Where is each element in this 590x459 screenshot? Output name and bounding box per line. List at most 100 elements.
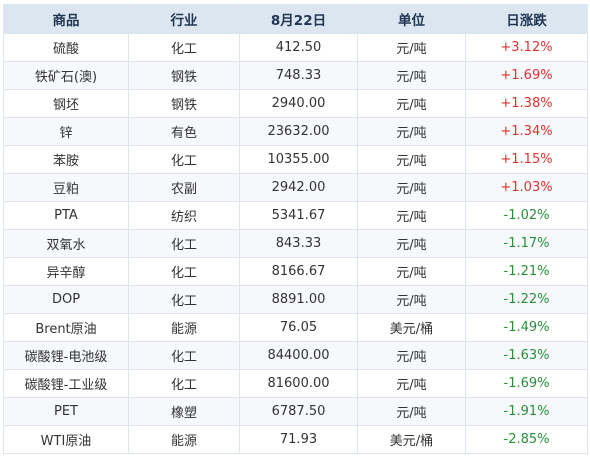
cell-industry: 橡塑 xyxy=(128,397,240,426)
cell-commodity: 碳酸锂-工业级 xyxy=(3,369,129,398)
table-row: 苯胺 化工 10355.00 元/吨 +1.15% xyxy=(3,145,588,174)
cell-daily-change: -1.91% xyxy=(465,397,588,426)
cell-unit: 元/吨 xyxy=(357,89,466,118)
cell-unit: 元/吨 xyxy=(357,285,466,314)
cell-price: 8166.67 xyxy=(239,257,358,286)
cell-industry: 化工 xyxy=(128,341,240,370)
table-row: WTI原油 能源 71.93 美元/桶 -2.85% xyxy=(3,425,588,454)
cell-price: 412.50 xyxy=(239,33,358,62)
cell-daily-change: -1.02% xyxy=(465,201,588,230)
cell-commodity: Brent原油 xyxy=(3,313,129,342)
cell-unit: 美元/桶 xyxy=(357,425,466,454)
cell-price: 10355.00 xyxy=(239,145,358,174)
cell-price: 2940.00 xyxy=(239,89,358,118)
cell-industry: 有色 xyxy=(128,117,240,146)
cell-daily-change: -1.21% xyxy=(465,257,588,286)
cell-daily-change: -1.69% xyxy=(465,369,588,398)
column-header-unit: 单位 xyxy=(357,4,466,34)
cell-daily-change: +3.12% xyxy=(465,33,588,62)
cell-industry: 化工 xyxy=(128,257,240,286)
cell-industry: 化工 xyxy=(128,369,240,398)
cell-commodity: 碳酸锂-电池级 xyxy=(3,341,129,370)
cell-commodity: PTA xyxy=(3,201,129,230)
cell-unit: 元/吨 xyxy=(357,257,466,286)
cell-commodity: 双氧水 xyxy=(3,229,129,258)
table-row: 铁矿石(澳) 钢铁 748.33 元/吨 +1.69% xyxy=(3,61,588,90)
table-row: 碳酸锂-电池级 化工 84400.00 元/吨 -1.63% xyxy=(3,341,588,370)
cell-daily-change: +1.03% xyxy=(465,173,588,202)
header-row: 商品 行业 8月22日 单位 日涨跌 xyxy=(3,4,588,34)
cell-commodity: PET xyxy=(3,397,129,426)
cell-industry: 能源 xyxy=(128,313,240,342)
cell-unit: 元/吨 xyxy=(357,173,466,202)
cell-industry: 能源 xyxy=(128,425,240,454)
table-row: Brent原油 能源 76.05 美元/桶 -1.49% xyxy=(3,313,588,342)
cell-price: 76.05 xyxy=(239,313,358,342)
cell-industry: 化工 xyxy=(128,285,240,314)
cell-price: 5341.67 xyxy=(239,201,358,230)
cell-price: 6787.50 xyxy=(239,397,358,426)
table-row: PET 橡塑 6787.50 元/吨 -1.91% xyxy=(3,397,588,426)
cell-unit: 元/吨 xyxy=(357,341,466,370)
cell-price: 748.33 xyxy=(239,61,358,90)
table-header: 商品 行业 8月22日 单位 日涨跌 xyxy=(3,4,588,34)
cell-unit: 元/吨 xyxy=(357,117,466,146)
cell-daily-change: +1.15% xyxy=(465,145,588,174)
cell-industry: 农副 xyxy=(128,173,240,202)
table-body: 硫酸 化工 412.50 元/吨 +3.12% 铁矿石(澳) 钢铁 748.33 元/吨 +1.6… xyxy=(3,33,588,454)
cell-commodity: 硫酸 xyxy=(3,33,129,62)
cell-unit: 元/吨 xyxy=(357,201,466,230)
cell-industry: 纺织 xyxy=(128,201,240,230)
table-row: DOP 化工 8891.00 元/吨 -1.22% xyxy=(3,285,588,314)
cell-commodity: 锌 xyxy=(3,117,129,146)
cell-price: 84400.00 xyxy=(239,341,358,370)
commodity-price-table-container: 商品 行业 8月22日 单位 日涨跌 硫酸 化工 412.50 元/吨 +3.12% 铁矿… xyxy=(3,4,588,454)
cell-unit: 元/吨 xyxy=(357,229,466,258)
cell-unit: 美元/桶 xyxy=(357,313,466,342)
table-row: 异辛醇 化工 8166.67 元/吨 -1.21% xyxy=(3,257,588,286)
cell-price: 2942.00 xyxy=(239,173,358,202)
cell-daily-change: -2.85% xyxy=(465,425,588,454)
cell-commodity: WTI原油 xyxy=(3,425,129,454)
cell-commodity: 豆粕 xyxy=(3,173,129,202)
cell-unit: 元/吨 xyxy=(357,369,466,398)
cell-price: 843.33 xyxy=(239,229,358,258)
cell-price: 8891.00 xyxy=(239,285,358,314)
cell-industry: 钢铁 xyxy=(128,61,240,90)
commodity-price-table: 商品 行业 8月22日 单位 日涨跌 硫酸 化工 412.50 元/吨 +3.12% 铁矿… xyxy=(3,4,588,454)
cell-daily-change: +1.34% xyxy=(465,117,588,146)
table-row: 锌有色 23632.00 元/吨 +1.34% xyxy=(3,117,588,146)
cell-price: 81600.00 xyxy=(239,369,358,398)
table-row: 硫酸 化工 412.50 元/吨 +3.12% xyxy=(3,33,588,62)
cell-unit: 元/吨 xyxy=(357,397,466,426)
cell-commodity: DOP xyxy=(3,285,129,314)
table-row: 碳酸锂-工业级 化工 81600.00 元/吨 -1.69% xyxy=(3,369,588,398)
cell-daily-change: +1.38% xyxy=(465,89,588,118)
table-row: 豆粕 农副 2942.00 元/吨 +1.03% xyxy=(3,173,588,202)
cell-industry: 化工 xyxy=(128,229,240,258)
cell-commodity: 苯胺 xyxy=(3,145,129,174)
cell-unit: 元/吨 xyxy=(357,33,466,62)
cell-commodity: 异辛醇 xyxy=(3,257,129,286)
column-header-date-price: 8月22日 xyxy=(239,4,358,34)
cell-daily-change: +1.69% xyxy=(465,61,588,90)
table-row: 双氧水 化工 843.33 元/吨 -1.17% xyxy=(3,229,588,258)
cell-industry: 钢铁 xyxy=(128,89,240,118)
cell-industry: 化工 xyxy=(128,145,240,174)
column-header-industry: 行业 xyxy=(128,4,240,34)
cell-price: 23632.00 xyxy=(239,117,358,146)
cell-commodity: 钢坯 xyxy=(3,89,129,118)
cell-daily-change: -1.63% xyxy=(465,341,588,370)
cell-industry: 化工 xyxy=(128,33,240,62)
cell-price: 71.93 xyxy=(239,425,358,454)
column-header-commodity: 商品 xyxy=(3,4,129,34)
cell-daily-change: -1.17% xyxy=(465,229,588,258)
cell-daily-change: -1.22% xyxy=(465,285,588,314)
table-row: 钢坯 钢铁 2940.00 元/吨 +1.38% xyxy=(3,89,588,118)
table-row: PTA 纺织 5341.67 元/吨 -1.02% xyxy=(3,201,588,230)
cell-unit: 元/吨 xyxy=(357,61,466,90)
cell-unit: 元/吨 xyxy=(357,145,466,174)
column-header-daily-change: 日涨跌 xyxy=(465,4,588,34)
cell-daily-change: -1.49% xyxy=(465,313,588,342)
cell-commodity: 铁矿石(澳) xyxy=(3,61,129,90)
